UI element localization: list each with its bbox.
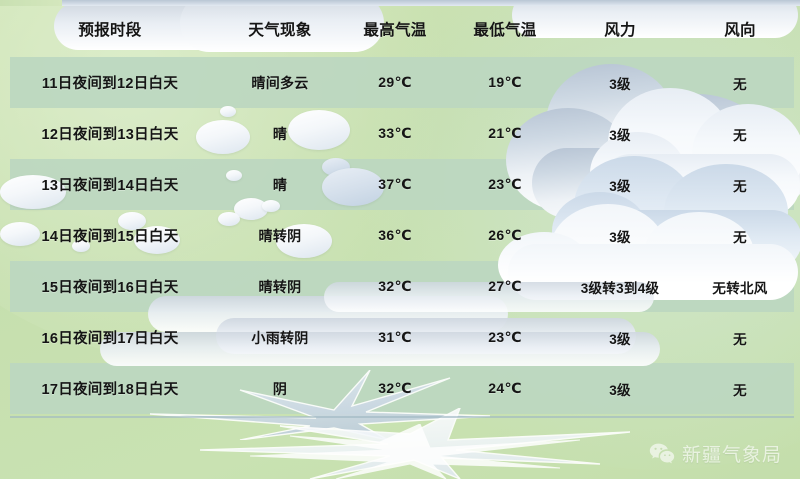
cell-period: 13日夜间到14日白天 xyxy=(41,178,179,194)
cell-low-temp: 21℃ xyxy=(488,125,522,141)
cell-wind-dir: 无 xyxy=(733,382,747,398)
wechat-icon xyxy=(649,443,675,463)
cell-wind-dir: 无 xyxy=(733,178,747,194)
cell-low-temp: 19℃ xyxy=(488,74,522,90)
cell-phenomenon: 晴转阴 xyxy=(258,278,302,295)
decorative-wisp-tail xyxy=(250,424,580,479)
cell-high-temp: 36℃ xyxy=(378,227,412,243)
column-header-wind-dir: 风向 xyxy=(724,21,756,39)
cell-high-temp: 32℃ xyxy=(378,278,412,294)
table-header-row: 预报时段 天气现象 最高气温 最低气温 风力 风向 xyxy=(0,0,800,57)
cell-wind-force: 3级 xyxy=(609,178,631,194)
column-header-period: 预报时段 xyxy=(78,21,142,39)
table-bottom-rule xyxy=(10,416,794,418)
watermark-label: 新疆气象局 xyxy=(681,444,782,466)
table-row: 11日夜间到12日白天 晴间多云 29℃ 19℃ 3级 无 xyxy=(0,57,800,108)
column-header-phenomenon: 天气现象 xyxy=(248,21,312,39)
cell-low-temp: 27℃ xyxy=(488,278,522,294)
cell-phenomenon: 阴 xyxy=(272,380,288,397)
cell-high-temp: 37℃ xyxy=(378,176,412,192)
cell-period: 11日夜间到12日白天 xyxy=(41,76,179,92)
cell-wind-dir: 无 xyxy=(733,229,747,245)
column-header-low-temp: 最低气温 xyxy=(473,21,537,39)
cell-low-temp: 26℃ xyxy=(488,227,522,243)
table-row: 12日夜间到13日白天 晴 33℃ 21℃ 3级 无 xyxy=(0,108,800,159)
table-row: 16日夜间到17日白天 小雨转阴 31℃ 23℃ 3级 无 xyxy=(0,312,800,363)
decorative-wisp-lower xyxy=(199,408,630,479)
cell-phenomenon: 小雨转阴 xyxy=(251,329,309,346)
table-row: 15日夜间到16日白天 晴转阴 32℃ 27℃ 3级转3到4级 无转北风 xyxy=(0,261,800,312)
top-chrome-bar-left-segment xyxy=(0,0,62,6)
wechat-watermark: 新疆气象局 xyxy=(649,440,782,467)
cell-period: 16日夜间到17日白天 xyxy=(41,331,179,347)
table-row: 17日夜间到18日白天 阴 32℃ 24℃ 3级 无 xyxy=(0,363,800,414)
cell-wind-dir: 无 xyxy=(733,127,747,143)
cell-phenomenon: 晴 xyxy=(272,125,288,142)
cell-high-temp: 33℃ xyxy=(378,125,412,141)
cell-wind-force: 3级 xyxy=(609,331,631,347)
cell-wind-force: 3级转3到4级 xyxy=(580,280,660,296)
cell-high-temp: 32℃ xyxy=(378,380,412,396)
cell-wind-force: 3级 xyxy=(609,229,631,245)
cell-phenomenon: 晴转阴 xyxy=(258,227,302,244)
cell-high-temp: 29℃ xyxy=(378,74,412,90)
cell-high-temp: 31℃ xyxy=(378,329,412,345)
top-chrome-bar xyxy=(0,0,800,6)
cell-wind-dir: 无 xyxy=(733,331,747,347)
cell-period: 17日夜间到18日白天 xyxy=(41,382,179,398)
weather-forecast-table: 预报时段 天气现象 最高气温 最低气温 风力 风向 11日夜间到12日白天 晴间… xyxy=(0,0,800,414)
cell-wind-force: 3级 xyxy=(609,127,631,143)
cell-period: 14日夜间到15日白天 xyxy=(41,229,179,245)
cell-low-temp: 23℃ xyxy=(488,329,522,345)
cell-wind-force: 3级 xyxy=(609,382,631,398)
table-row: 14日夜间到15日白天 晴转阴 36℃ 26℃ 3级 无 xyxy=(0,210,800,261)
cell-period: 15日夜间到16日白天 xyxy=(41,280,179,296)
column-header-high-temp: 最高气温 xyxy=(363,21,427,39)
cell-phenomenon: 晴间多云 xyxy=(251,74,309,91)
cell-wind-dir: 无 xyxy=(733,76,747,92)
cell-low-temp: 23℃ xyxy=(488,176,522,192)
cell-low-temp: 24℃ xyxy=(488,380,522,396)
cell-period: 12日夜间到13日白天 xyxy=(41,127,179,143)
column-header-wind-force: 风力 xyxy=(604,21,636,39)
table-row: 13日夜间到14日白天 晴 37℃ 23℃ 3级 无 xyxy=(0,159,800,210)
cell-phenomenon: 晴 xyxy=(272,176,288,193)
cell-wind-dir: 无转北风 xyxy=(712,280,768,296)
cell-wind-force: 3级 xyxy=(609,76,631,92)
